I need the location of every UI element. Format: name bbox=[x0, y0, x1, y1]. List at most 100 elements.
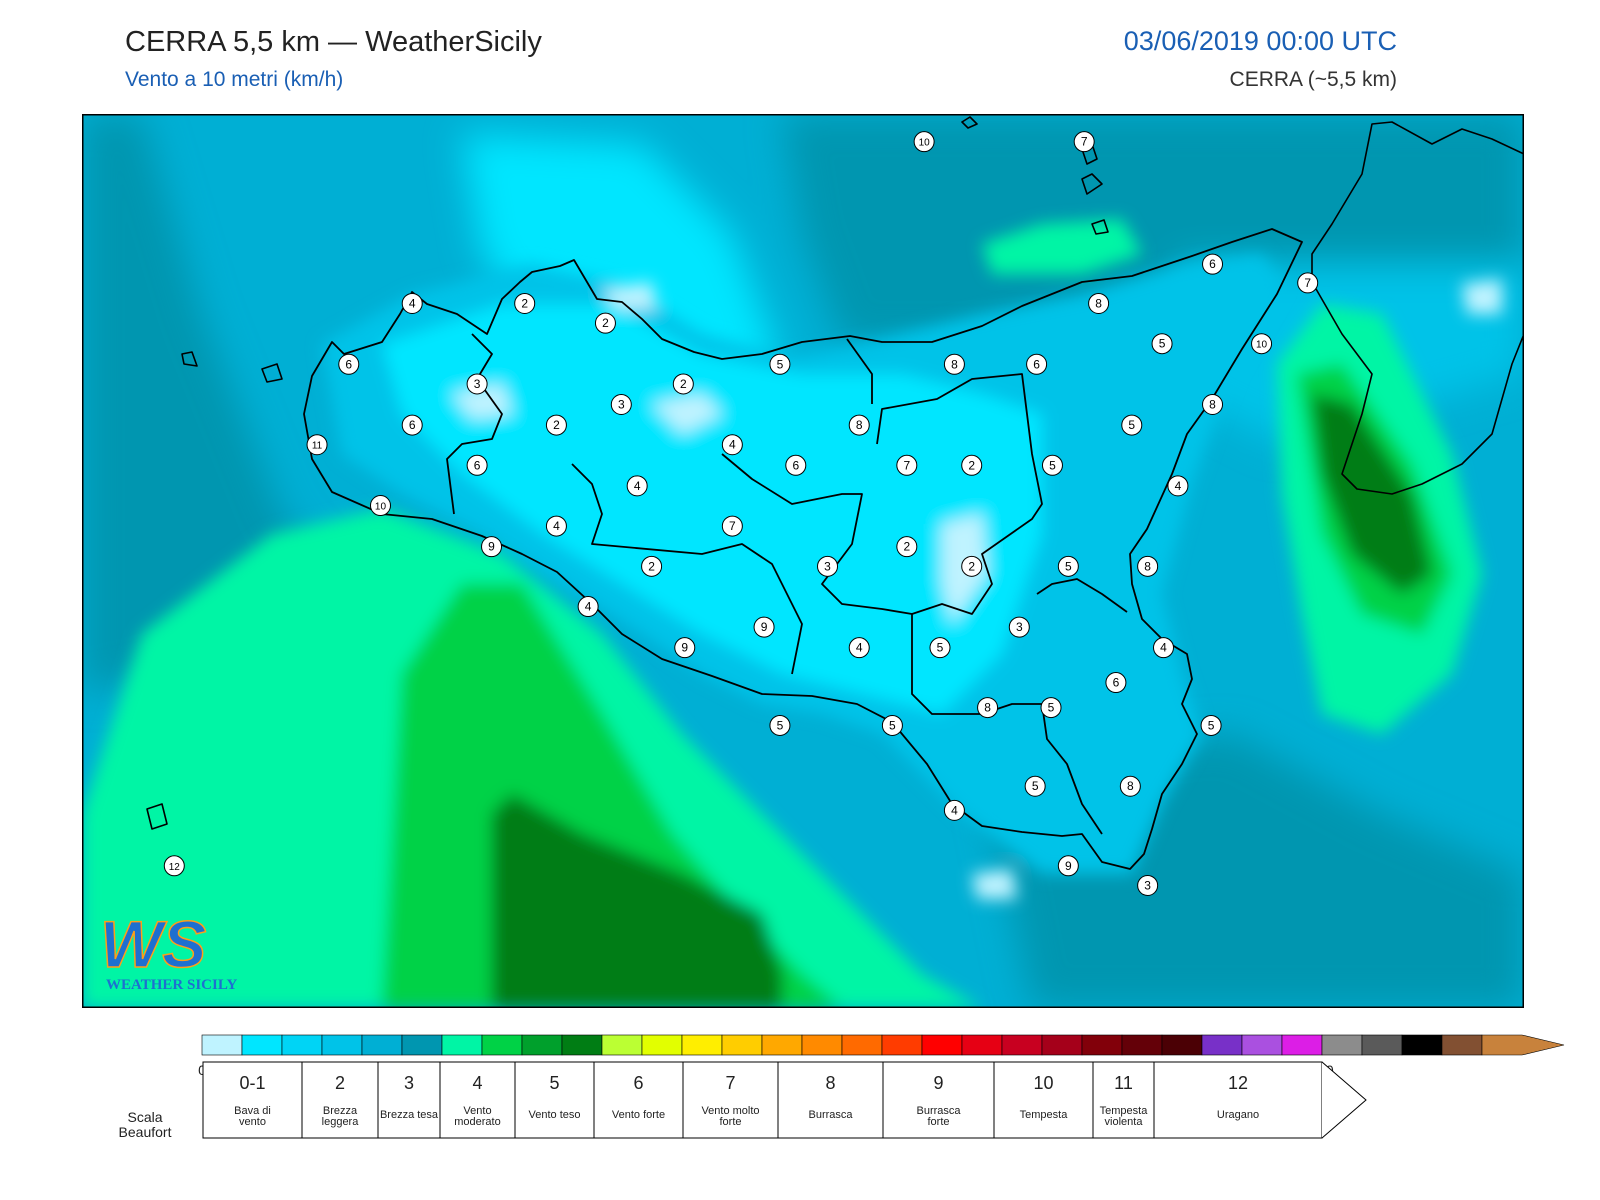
value-marker: 4 bbox=[721, 434, 743, 456]
colorbar-swatch bbox=[1041, 1034, 1083, 1056]
beaufort-number: 6 bbox=[633, 1073, 643, 1093]
value-marker: 8 bbox=[1088, 292, 1110, 314]
province-border-1 bbox=[446, 333, 503, 515]
value-marker: 5 bbox=[1200, 714, 1222, 736]
value-marker: 2 bbox=[961, 555, 983, 577]
beaufort-name: Brezza leggera bbox=[322, 1105, 360, 1128]
colorbar-swatch bbox=[521, 1034, 563, 1056]
page-subtitle: Vento a 10 metri (km/h) bbox=[125, 68, 344, 91]
value-marker-label: 4 bbox=[1160, 641, 1167, 655]
colorbar-swatch bbox=[201, 1034, 243, 1056]
value-marker-circle bbox=[306, 434, 328, 456]
beaufort-name: Burrasca bbox=[808, 1109, 853, 1121]
value-marker: 6 bbox=[401, 414, 423, 436]
value-marker-circle bbox=[1121, 414, 1143, 436]
province-border-3 bbox=[721, 373, 1043, 615]
value-marker: 7 bbox=[721, 515, 743, 537]
beaufort-name: Vento forte bbox=[612, 1109, 665, 1121]
value-marker-circle bbox=[672, 373, 694, 395]
value-marker: 6 bbox=[466, 454, 488, 476]
value-marker-circle bbox=[1202, 253, 1224, 275]
value-marker: 5 bbox=[1057, 555, 1079, 577]
province-border-7 bbox=[1041, 703, 1103, 835]
value-marker: 8 bbox=[977, 697, 999, 719]
value-marker: 11 bbox=[306, 434, 328, 456]
value-marker-circle bbox=[848, 414, 870, 436]
value-marker: 12 bbox=[163, 855, 185, 877]
calm-patch-1 bbox=[652, 394, 722, 434]
logo-mark: WS bbox=[100, 907, 206, 981]
value-marker-circle bbox=[1153, 637, 1174, 659]
beaufort-scale: 0-1 Bava di vento 2 Brezza leggera 3 Brezza tes… bbox=[202, 1061, 1367, 1139]
beaufort-cell: 12 Uragano bbox=[1153, 1061, 1323, 1139]
beaufort-number: 9 bbox=[933, 1073, 943, 1093]
value-marker-circle bbox=[466, 373, 488, 395]
value-marker-label: 8 bbox=[856, 418, 863, 432]
value-marker-label: 6 bbox=[345, 357, 352, 371]
value-marker-label: 6 bbox=[1113, 676, 1120, 690]
beaufort-cell-box bbox=[202, 1061, 303, 1139]
value-marker-label: 8 bbox=[1127, 779, 1134, 793]
value-marker-circle bbox=[1297, 272, 1319, 294]
beaufort-cell: 6 Vento forte bbox=[593, 1061, 684, 1139]
beaufort-name: Vento teso bbox=[529, 1109, 581, 1121]
value-marker-label: 10 bbox=[375, 502, 387, 513]
value-marker-circle bbox=[1024, 775, 1046, 797]
value-marker-label: 3 bbox=[474, 377, 481, 391]
value-marker-label: 5 bbox=[1048, 701, 1055, 715]
beaufort-cell: 10 Tempesta bbox=[993, 1061, 1094, 1139]
value-marker: 10 bbox=[1251, 333, 1273, 355]
colorbar-swatch bbox=[1081, 1034, 1123, 1056]
value-marker-label: 10 bbox=[1256, 340, 1268, 351]
value-marker: 5 bbox=[769, 353, 791, 375]
value-marker-label: 8 bbox=[984, 701, 991, 715]
beaufort-number: 4 bbox=[472, 1073, 482, 1093]
value-marker: 3 bbox=[466, 373, 488, 395]
value-marker-circle bbox=[481, 536, 503, 558]
value-marker-label: 9 bbox=[1065, 859, 1072, 873]
value-marker-circle bbox=[913, 131, 935, 153]
value-marker-circle bbox=[594, 312, 616, 334]
value-marker-circle bbox=[369, 495, 391, 517]
value-marker-label: 5 bbox=[1049, 458, 1056, 472]
land-field-light bbox=[382, 304, 1042, 714]
value-marker-label: 4 bbox=[729, 438, 736, 452]
value-marker-circle bbox=[545, 515, 567, 537]
value-marker-label: 6 bbox=[792, 458, 799, 472]
beaufort-number: 2 bbox=[335, 1073, 345, 1093]
colorbar-swatch bbox=[1321, 1034, 1363, 1056]
value-marker-label: 3 bbox=[824, 559, 831, 573]
value-marker: 2 bbox=[896, 536, 918, 558]
value-marker-circle bbox=[401, 292, 423, 314]
value-marker: 7 bbox=[896, 454, 918, 476]
value-marker-label: 2 bbox=[521, 296, 528, 310]
value-marker: 2 bbox=[961, 454, 983, 476]
value-marker-circle bbox=[1057, 555, 1079, 577]
value-marker-label: 3 bbox=[618, 398, 625, 412]
value-marker: 5 bbox=[769, 714, 791, 736]
calm-patch-6 bbox=[1462, 279, 1502, 314]
value-marker-label: 4 bbox=[585, 600, 592, 614]
beaufort-cell-box bbox=[1153, 1061, 1323, 1139]
province-border-4 bbox=[846, 338, 873, 404]
value-marker: 9 bbox=[753, 616, 775, 638]
colorbar-swatch bbox=[1401, 1034, 1443, 1056]
value-marker: 5 bbox=[1024, 775, 1046, 797]
value-marker-circle bbox=[943, 799, 965, 821]
colorbar-swatch bbox=[641, 1034, 683, 1056]
wind-map: 10 7 6 7 4 2 8 2 5 10 6 5 8 6 3 2 3 8 6 2 8 5 11 4 6 6 7 2 5 4 4 10 4 7 9 2… bbox=[82, 114, 1524, 1008]
forecast-date: 03/06/2019 00:00 UTC bbox=[1123, 26, 1397, 56]
value-marker: 4 bbox=[943, 799, 965, 821]
value-marker-label: 2 bbox=[553, 418, 560, 432]
province-border-5 bbox=[911, 614, 1042, 715]
value-marker-label: 5 bbox=[1032, 779, 1039, 793]
calm-patch-2 bbox=[452, 384, 512, 419]
colorbar-swatch bbox=[1001, 1034, 1043, 1056]
value-marker-circle bbox=[1026, 353, 1048, 375]
beaufort-arrow bbox=[1321, 1061, 1367, 1139]
value-marker-label: 5 bbox=[1208, 718, 1215, 732]
value-marker: 5 bbox=[1151, 333, 1173, 355]
value-marker-label: 5 bbox=[1065, 559, 1072, 573]
beaufort-scale-label: Scala Beaufort bbox=[118, 1109, 172, 1140]
beaufort-cell-box bbox=[682, 1061, 779, 1139]
